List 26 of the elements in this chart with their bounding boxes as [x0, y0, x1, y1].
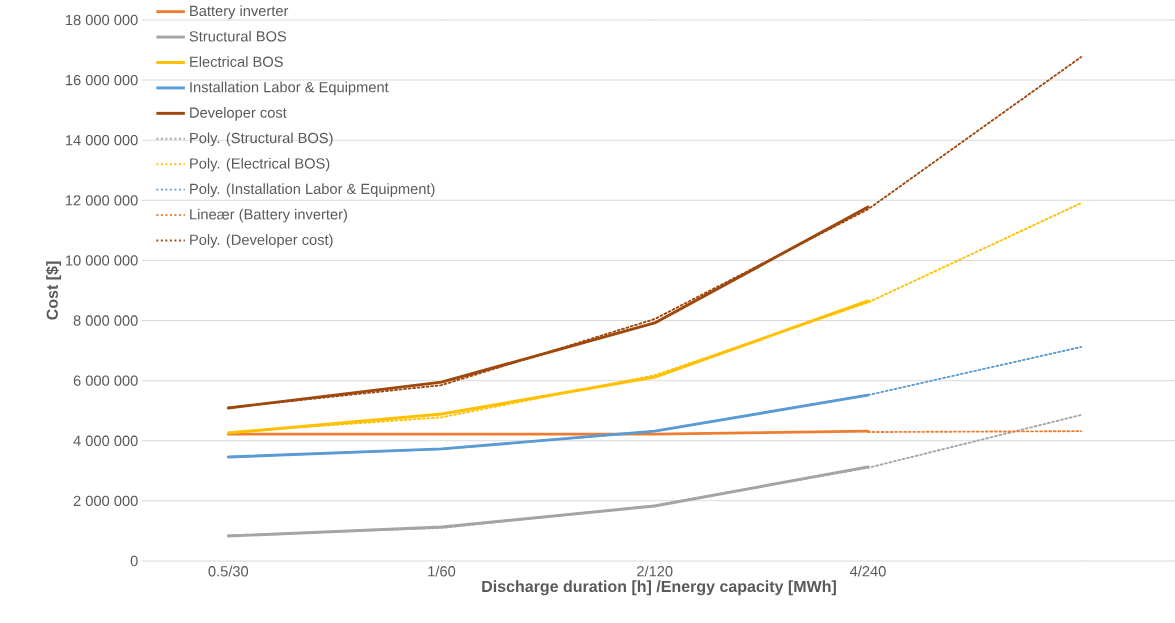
y-tick-label: 0: [130, 555, 138, 567]
y-tick-label: 12 000 000: [66, 195, 138, 206]
legend-label: Poly. (Electrical BOS): [190, 157, 330, 172]
y-tick-label: 6 000 000: [73, 375, 138, 386]
x-tick-label: 2/120: [637, 565, 673, 577]
y-axis-title: Cost [$]: [45, 261, 62, 320]
legend-label: Lineær (Battery inverter): [190, 208, 347, 223]
legend-label: Poly. (Developer cost): [190, 234, 333, 248]
legend-label: Electrical BOS: [190, 56, 283, 67]
y-tick-label: 16 000 000: [66, 74, 138, 86]
legend-label: Installation Labor & Equipment: [190, 81, 389, 96]
y-tick-label: 10 000 000: [66, 255, 138, 266]
legend-label: Battery inverter: [190, 5, 289, 19]
legend-label: Structural BOS: [189, 30, 287, 42]
legend-label: Poly. (Structural BOS): [190, 132, 333, 147]
y-tick-label: 14 000 000: [66, 135, 138, 146]
y-tick-label: 2 000 000: [73, 495, 138, 507]
y-tick-label: 18 000 000: [66, 14, 138, 26]
x-tick-label: 1/60: [428, 565, 456, 577]
x-tick-label: 0.5/30: [208, 565, 249, 577]
legend-label: Poly. (Installation Labor & Equipment): [190, 183, 435, 197]
x-axis-title: Discharge duration [h] /Energy capacity [MWh]: [482, 580, 836, 596]
x-tick-label: 4/240: [849, 565, 886, 577]
y-tick-label: 8 000 000: [73, 315, 138, 326]
legend-label: Developer cost: [190, 107, 287, 121]
y-tick-label: 4 000 000: [73, 435, 138, 446]
